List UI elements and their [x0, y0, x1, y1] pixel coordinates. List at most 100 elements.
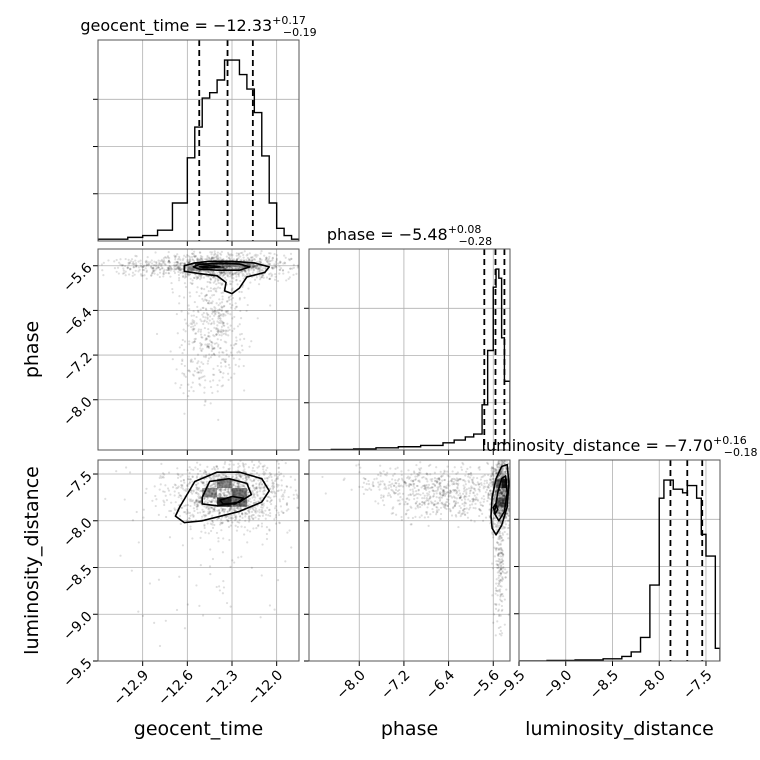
scatter-point-1570 [495, 603, 498, 607]
scatter-point-1502 [491, 567, 495, 570]
scatter-point-379 [264, 472, 267, 475]
scatter-point-267 [253, 265, 257, 268]
scatter-point-328 [197, 270, 201, 273]
scatter-point-774 [191, 252, 194, 255]
scatter-point-906 [229, 524, 232, 527]
scatter-point-120 [179, 522, 182, 525]
scatter-point-1133 [221, 298, 224, 301]
scatter-point-148 [253, 493, 256, 496]
scatter-point-386 [221, 271, 224, 274]
scatter-point-1607 [496, 559, 500, 563]
scatter-point-1249 [437, 477, 440, 480]
scatter-point-982 [439, 512, 443, 516]
scatter-point-1412 [463, 507, 466, 511]
scatter-point-928 [218, 333, 221, 337]
scatter-point-455 [259, 267, 262, 270]
scatter-point-1009 [248, 345, 251, 348]
scatter-point-899 [226, 300, 229, 303]
scatter-point-1484 [152, 266, 155, 269]
scatter-point-870 [267, 261, 270, 264]
scatter-point-164 [204, 514, 207, 517]
scatter-point-536 [495, 484, 498, 487]
scatter-point-1271 [433, 477, 437, 480]
scatter-point-547 [234, 514, 237, 517]
scatter-point-351 [258, 266, 261, 270]
scatter-point-25 [213, 509, 216, 512]
scatter-point-1383 [134, 259, 137, 262]
scatter-point-290 [212, 496, 215, 500]
scatter-point-947 [423, 494, 426, 497]
scatter-point-935 [191, 360, 194, 363]
scatter-point-1262 [265, 526, 269, 529]
scatter-point-746 [265, 257, 268, 260]
scatter-point-1670 [501, 559, 504, 562]
scatter-point-472 [251, 264, 254, 267]
scatter-point-170 [487, 497, 490, 500]
scatter-point-208 [232, 493, 235, 497]
scatter-point-528 [505, 515, 508, 519]
scatter-point-158 [255, 487, 258, 490]
scatter-point-1313 [421, 497, 424, 500]
scatter-point-1282 [455, 490, 458, 493]
scatter-point-177 [205, 275, 209, 278]
scatter-point-258 [222, 266, 225, 269]
scatter-point-939 [219, 338, 223, 342]
scatter-point-353 [237, 469, 240, 472]
scatter-point-1265 [200, 530, 203, 533]
scatter-point-113 [161, 267, 164, 270]
scatter-point-1150 [196, 503, 199, 506]
scatter-point-364 [142, 265, 145, 268]
scatter-point-663 [204, 495, 207, 498]
scatter-point-1285 [371, 481, 375, 484]
scatter-point-686 [188, 261, 191, 264]
scatter-point-765 [500, 497, 503, 500]
title-plus: +0.16 [713, 434, 747, 447]
scatter-point-641 [496, 463, 500, 466]
scatter-point-1588 [502, 567, 505, 570]
scatter-point-559 [506, 533, 509, 536]
scatter-point-1459 [461, 502, 464, 506]
scatter-point-1020 [393, 472, 396, 475]
scatter-point-196 [503, 489, 506, 492]
scatter-point-629 [191, 258, 195, 262]
scatter-point-1216 [472, 491, 475, 494]
scatter-point-795 [296, 496, 299, 499]
scatter-point-618 [502, 505, 505, 508]
scatter-point-1210 [269, 304, 272, 307]
scatter-point-241 [232, 492, 235, 495]
scatter-point-0 [212, 270, 215, 274]
scatter-point-918 [191, 282, 194, 285]
scatter-point-756 [194, 491, 198, 495]
scatter-point-350 [241, 269, 244, 272]
scatter-point-1173 [398, 492, 401, 495]
scatter-point-1228 [453, 478, 456, 481]
scatter-point-1345 [472, 498, 475, 501]
scatter-point-568 [506, 508, 510, 512]
scatter-point-181 [217, 273, 220, 276]
scatter-point-953 [225, 353, 228, 356]
scatter-point-135 [268, 260, 271, 263]
scatter-point-1204 [441, 494, 445, 497]
scatter-point-1391 [481, 512, 484, 516]
scatter-point-120 [283, 262, 287, 265]
scatter-point-983 [446, 484, 449, 487]
scatter-point-470 [500, 492, 504, 495]
scatter-point-164 [196, 258, 199, 261]
scatter-point-1277 [443, 494, 447, 498]
scatter-point-762 [239, 483, 243, 486]
scatter-point-95 [504, 465, 507, 469]
scatter-point-236 [233, 489, 236, 493]
scatter-point-557 [230, 482, 233, 485]
scatter-point-1006 [283, 491, 286, 494]
scatter-point-970 [259, 486, 263, 489]
scatter-point-1230 [219, 370, 222, 374]
scatter-point-392 [247, 270, 250, 273]
scatter-point-1085 [255, 471, 259, 475]
scatter-point-1195 [214, 307, 217, 310]
scatter-point-1523 [499, 574, 502, 577]
scatter-point-1334 [478, 514, 481, 518]
scatter-point-282 [212, 276, 215, 279]
scatter-point-1027 [278, 500, 282, 503]
scatter-point-1113 [477, 488, 480, 491]
scatter-point-489 [500, 463, 503, 466]
